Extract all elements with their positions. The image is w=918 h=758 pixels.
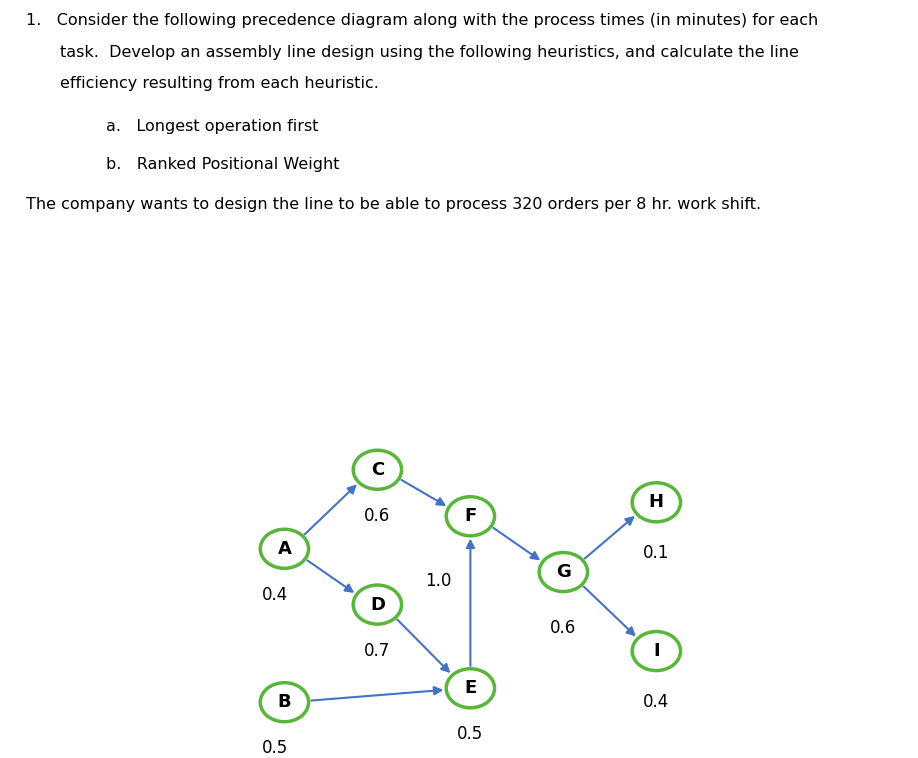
Text: C: C bbox=[371, 461, 384, 479]
Text: 1.0: 1.0 bbox=[425, 572, 451, 590]
Text: D: D bbox=[370, 596, 385, 613]
Ellipse shape bbox=[353, 450, 401, 489]
Ellipse shape bbox=[353, 585, 401, 624]
Text: E: E bbox=[465, 679, 476, 697]
Ellipse shape bbox=[633, 483, 680, 522]
Text: The company wants to design the line to be able to process 320 orders per 8 hr. : The company wants to design the line to … bbox=[26, 197, 761, 212]
Ellipse shape bbox=[633, 631, 680, 671]
Ellipse shape bbox=[260, 529, 308, 568]
Text: A: A bbox=[277, 540, 291, 558]
Ellipse shape bbox=[446, 669, 495, 708]
Text: task.  Develop an assembly line design using the following heuristics, and calcu: task. Develop an assembly line design us… bbox=[60, 45, 799, 60]
Text: 0.4: 0.4 bbox=[644, 693, 669, 711]
Ellipse shape bbox=[539, 553, 588, 591]
Text: 1.   Consider the following precedence diagram along with the process times (in : 1. Consider the following precedence dia… bbox=[26, 13, 818, 28]
Text: B: B bbox=[277, 694, 291, 711]
Text: 0.7: 0.7 bbox=[364, 642, 390, 659]
Text: 0.1: 0.1 bbox=[644, 544, 669, 562]
Text: G: G bbox=[556, 563, 571, 581]
Text: 0.4: 0.4 bbox=[262, 586, 288, 604]
Text: a.   Longest operation first: a. Longest operation first bbox=[106, 119, 318, 134]
Text: efficiency resulting from each heuristic.: efficiency resulting from each heuristic… bbox=[60, 77, 378, 92]
Text: 0.6: 0.6 bbox=[550, 619, 577, 637]
Text: 0.5: 0.5 bbox=[457, 725, 484, 744]
Text: I: I bbox=[653, 642, 660, 660]
Text: b.   Ranked Positional Weight: b. Ranked Positional Weight bbox=[106, 157, 339, 172]
Text: H: H bbox=[649, 493, 664, 512]
Ellipse shape bbox=[446, 496, 495, 536]
Text: 0.5: 0.5 bbox=[262, 739, 288, 757]
Text: 0.6: 0.6 bbox=[364, 507, 390, 525]
Text: F: F bbox=[465, 507, 476, 525]
Ellipse shape bbox=[260, 683, 308, 722]
